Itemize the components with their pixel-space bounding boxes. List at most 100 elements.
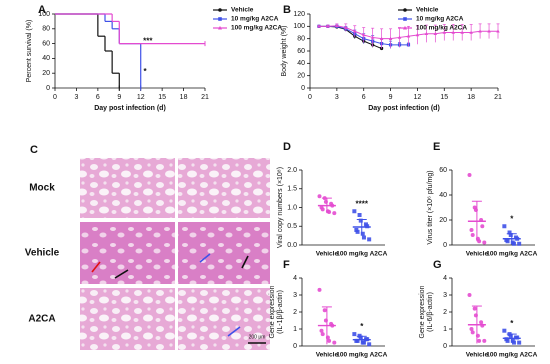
data-point — [326, 24, 330, 28]
x-tick-label: 15 — [440, 94, 448, 101]
data-point — [515, 335, 520, 340]
data-point — [502, 224, 507, 229]
row-label: Vehicle — [25, 248, 60, 259]
data-point — [357, 213, 362, 217]
x-tick-label: 6 — [362, 94, 366, 101]
x-tick-label: 3 — [335, 94, 339, 101]
arrow — [91, 261, 101, 273]
arrow — [227, 326, 241, 337]
data-point — [469, 228, 474, 232]
y-tick-label: 3 — [293, 292, 297, 299]
significance: **** — [356, 199, 369, 208]
data-point — [517, 340, 522, 345]
legend-marker — [218, 8, 222, 12]
y-axis-label: Viral copy numbers (×10⁸) — [277, 167, 284, 248]
data-point — [335, 23, 339, 27]
data-point — [327, 210, 332, 214]
data-point — [487, 29, 491, 33]
data-point — [470, 233, 475, 237]
data-point — [482, 240, 487, 245]
y-axis-label: Gene expression — [419, 285, 426, 338]
image-vehicle-2 — [178, 222, 270, 284]
y-tick-label: 20 — [297, 73, 305, 80]
y-tick-label: 80 — [297, 36, 305, 43]
data-point — [355, 338, 360, 343]
arrow — [114, 269, 129, 279]
data-point — [317, 194, 322, 199]
data-point — [332, 340, 337, 345]
y-tick-label: 60 — [297, 48, 305, 55]
panel-letter: B — [283, 4, 291, 16]
panel-letter: E — [433, 141, 440, 153]
x-tick-label: 15 — [158, 94, 166, 101]
data-point — [365, 224, 370, 229]
y-tick-label: 20 — [42, 70, 50, 77]
data-point — [360, 231, 365, 236]
data-point — [406, 34, 411, 38]
panel-letter: F — [283, 259, 290, 271]
x-tick-label: Vehicle — [466, 352, 489, 359]
arrow — [199, 253, 211, 263]
significance: * — [510, 319, 514, 328]
y-tick-label: 3 — [443, 292, 447, 299]
y-tick-label: 0 — [293, 343, 297, 350]
y-tick-label: 0.0 — [287, 242, 297, 249]
y-axis-label: (IL-1β/β-actin) — [277, 290, 284, 334]
x-tick-label: 18 — [467, 94, 475, 101]
x-tick-label: Vehicle — [466, 251, 489, 258]
data-point — [469, 30, 473, 34]
y-tick-label: 1 — [293, 326, 297, 333]
data-point — [397, 35, 402, 39]
significance: * — [510, 214, 514, 223]
data-point — [467, 293, 472, 297]
x-tick-label: 0 — [308, 94, 312, 101]
panel-letter: A — [38, 4, 46, 16]
data-point — [370, 35, 375, 39]
data-point — [502, 328, 507, 333]
legend-label: 100 mg/kg A2CA — [416, 25, 467, 32]
y-tick-label: 2 — [443, 309, 447, 316]
data-point — [433, 31, 438, 36]
image-mock-2 — [178, 158, 270, 218]
x-tick-label: 18 — [180, 94, 188, 101]
legend-marker — [218, 17, 222, 21]
data-point — [367, 237, 372, 242]
legend-label: 10 mg/kg A2CA — [416, 16, 464, 23]
histology-images — [80, 158, 270, 350]
y-tick-label: 20 — [439, 217, 447, 224]
row-label: A2CA — [28, 314, 55, 325]
y-tick-label: 40 — [297, 60, 305, 67]
image-a2ca-1 — [80, 288, 175, 350]
legend-marker — [218, 25, 222, 30]
data-point — [355, 229, 360, 234]
x-tick-label: 100 mg/kg A2CA — [486, 251, 537, 258]
y-tick-label: 60 — [42, 40, 50, 47]
y-axis-label: Gene expression — [269, 285, 276, 338]
data-point — [467, 173, 472, 177]
data-point — [361, 33, 366, 37]
image-a2ca-2 — [178, 288, 270, 350]
y-tick-label: 60 — [439, 167, 447, 174]
y-tick-label: 100 — [293, 23, 305, 30]
data-point — [320, 332, 325, 337]
y-tick-label: 80 — [42, 26, 50, 33]
legend-marker — [403, 25, 407, 30]
x-tick-label: 100 mg/kg A2CA — [336, 251, 387, 258]
y-axis-label: Percent survival (%) — [26, 20, 33, 83]
data-point — [361, 235, 366, 240]
x-tick-label: 21 — [201, 94, 209, 101]
data-point — [505, 338, 510, 343]
legend-label: 100 mg/kg A2CA — [231, 25, 282, 32]
y-tick-label: 0 — [46, 85, 50, 92]
data-point — [508, 233, 513, 237]
data-point — [496, 29, 500, 33]
x-tick-label: 21 — [494, 94, 502, 101]
data-point — [477, 338, 482, 343]
y-tick-label: 40 — [439, 192, 447, 199]
data-point — [505, 239, 510, 244]
data-point — [460, 30, 464, 34]
data-point — [472, 306, 477, 311]
arrow — [241, 255, 249, 269]
data-point — [388, 36, 393, 40]
